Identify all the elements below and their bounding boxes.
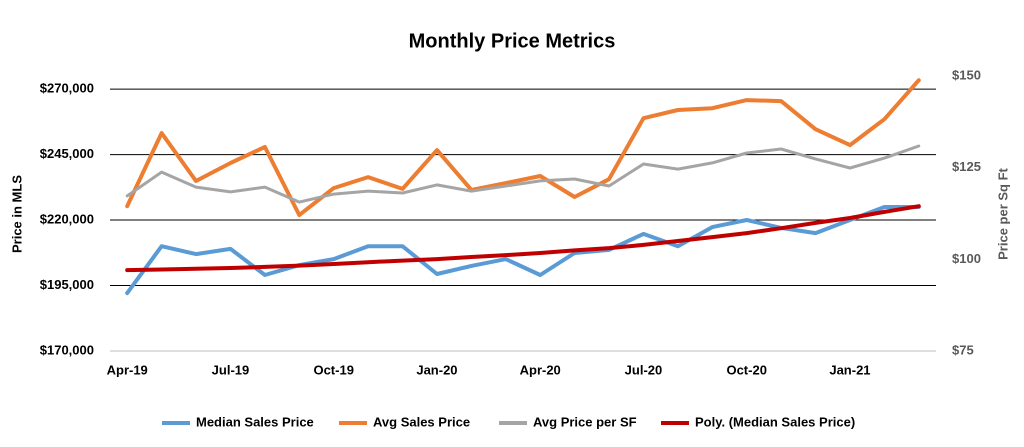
y-tick-label: $170,000: [40, 342, 94, 357]
x-tick-label: Jan-21: [829, 362, 870, 377]
y-tick-label: $245,000: [40, 146, 94, 161]
series-line: [125, 204, 921, 273]
series-line: [125, 78, 921, 218]
legend-label: Avg Sales Price: [373, 414, 470, 429]
y-tick-label: $220,000: [40, 211, 94, 226]
x-tick-label: Jan-20: [416, 362, 457, 377]
y2-tick-label: $75: [952, 342, 974, 357]
chart-title: Monthly Price Metrics: [409, 30, 616, 52]
legend-label: Poly. (Median Sales Price): [695, 414, 855, 429]
x-tick-label: Jul-19: [212, 362, 250, 377]
series-line: [125, 144, 921, 204]
x-tick-label: Jul-20: [625, 362, 663, 377]
y-tick-label: $270,000: [40, 81, 94, 96]
legend-label: Avg Price per SF: [533, 414, 637, 429]
y2-axis-label: Price per Sq Ft: [995, 167, 1010, 259]
y2-tick-label: $125: [952, 159, 981, 174]
y-tick-label: $195,000: [40, 277, 94, 292]
y2-tick-label: $150: [952, 67, 981, 82]
legend-label: Median Sales Price: [196, 414, 314, 429]
x-tick-label: Oct-19: [313, 362, 353, 377]
x-tick-label: Apr-19: [107, 362, 148, 377]
y2-tick-label: $100: [952, 251, 981, 266]
y-axis-label: Price in MLS: [9, 175, 24, 253]
x-tick-label: Oct-20: [726, 362, 766, 377]
x-tick-label: Apr-20: [520, 362, 561, 377]
